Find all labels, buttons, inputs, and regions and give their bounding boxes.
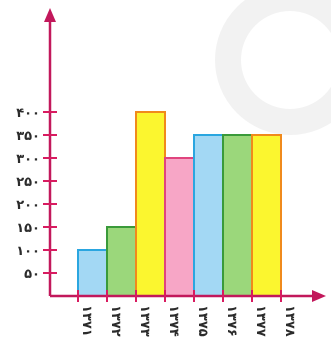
x-axis-arrow-icon bbox=[312, 290, 326, 302]
y-tick-label-3: ۱۵۰ bbox=[16, 221, 40, 236]
y-axis-arrow-icon bbox=[44, 8, 56, 22]
y-tick-label-5: ۲۵۰ bbox=[16, 175, 40, 190]
x-tick-label-5: ۱۳۷۵ bbox=[195, 305, 210, 337]
x-tick-label-8: ۱۳۷۸ bbox=[282, 305, 297, 337]
x-tick-label-1: ۱۳۷۱ bbox=[79, 305, 94, 337]
y-tick-label-8: ۴۰۰ bbox=[16, 106, 40, 121]
y-tick-label-2: ۱۰۰ bbox=[16, 244, 40, 259]
x-tick-label-7: ۱۳۷۷ bbox=[253, 305, 268, 337]
bar-4 bbox=[164, 157, 195, 297]
y-tick-label-4: ۲۰۰ bbox=[16, 198, 40, 213]
y-tick-label-1: ۵۰ bbox=[24, 267, 40, 282]
y-tick-label-6: ۳۰۰ bbox=[16, 152, 40, 167]
x-tick-label-6: ۱۳۷۶ bbox=[224, 305, 239, 337]
y-tick-label-7: ۳۵۰ bbox=[16, 129, 40, 144]
watermark-ring bbox=[215, 0, 331, 135]
bar-5 bbox=[193, 134, 224, 297]
bar-6 bbox=[222, 134, 253, 297]
ticks-layer: ۵۰ ۱۰۰ ۱۵۰ ۲۰۰ ۲۵۰ ۳۰۰ ۳۵۰ ۴۰۰ ۱۳۷۱ ۱۳۷۲ ۱۳۷۳ ۱۳۷۴ ۱… bbox=[16, 106, 297, 337]
bar-1 bbox=[77, 249, 108, 297]
x-tick-label-4: ۱۳۷۴ bbox=[166, 305, 181, 337]
bar-3 bbox=[135, 111, 166, 297]
x-tick-label-3: ۱۳۷۳ bbox=[137, 305, 152, 337]
bar-7 bbox=[251, 134, 282, 297]
bar-2 bbox=[106, 226, 137, 297]
bars-layer bbox=[77, 111, 282, 297]
x-tick-label-2: ۱۳۷۲ bbox=[108, 305, 123, 337]
